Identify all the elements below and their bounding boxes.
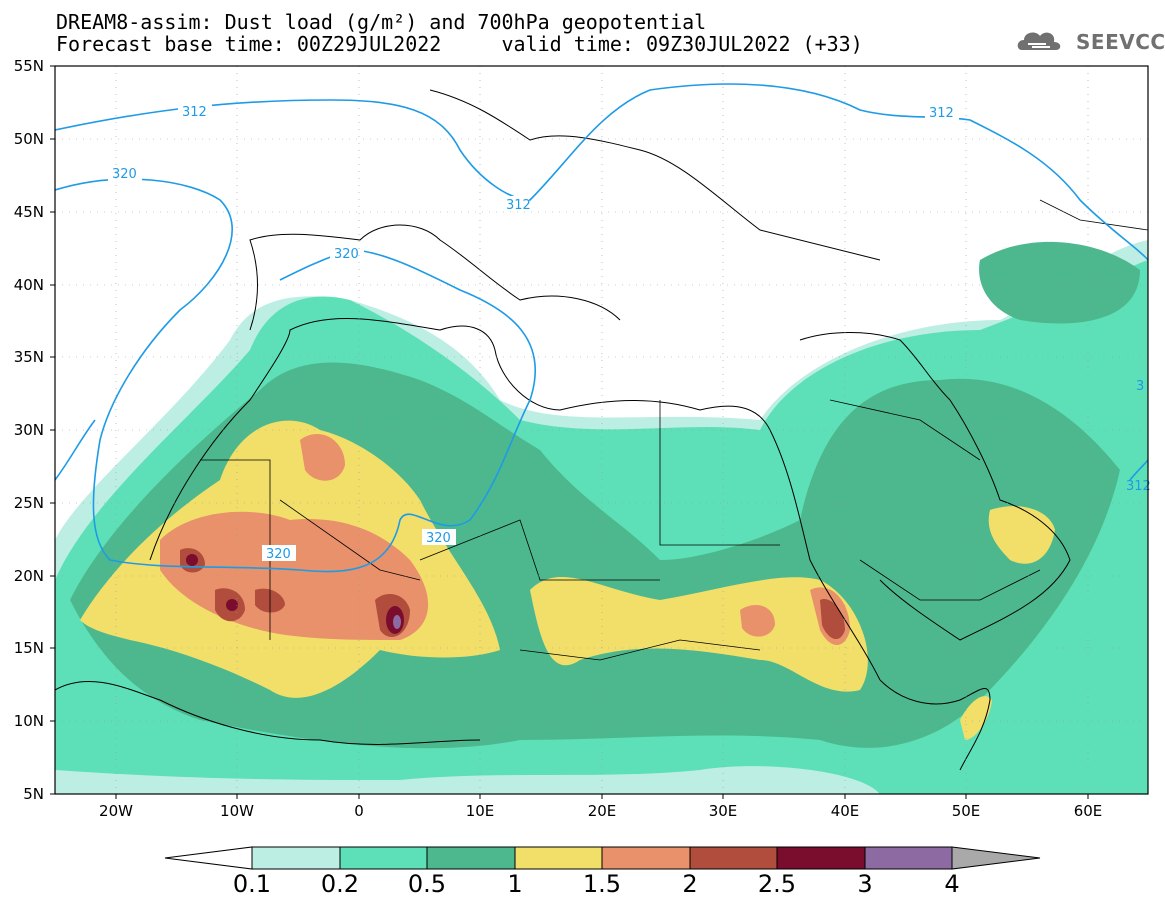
lon-label: 20E [587,802,617,820]
contour-label: 312 [506,198,531,213]
colorbar-bin [864,846,953,870]
country-borders [200,199,1148,661]
lat-label: 40N [13,276,44,294]
lon-label: 0 [354,802,364,820]
dust-1-band-east [530,577,868,692]
colorbar-label: 1 [507,870,523,898]
geopotential-contours [55,83,1148,573]
contour-label: 3 [1136,379,1144,394]
lon-label: 50E [951,802,981,820]
dust-1.5-east [740,605,775,637]
colorbar-bin [339,846,428,870]
lat-label: 45N [13,203,44,221]
colorbar-bin [689,846,778,870]
lat-label: 10N [13,712,44,730]
lon-label: 30E [708,802,738,820]
lat-label: 30N [13,421,44,439]
colorbar-label: 0.5 [407,870,447,898]
cloud-icon [1017,32,1061,50]
colorbar-bin [426,846,516,870]
dust-1.5-north [300,434,345,481]
dust-1-arabia [988,506,1055,564]
colorbar-lower-arrow [164,846,253,870]
map-title-line2: Forecast base time: 00Z29JUL2022 valid t… [56,32,863,56]
contour-label: 312 [182,105,207,120]
contour-label-group: 312 320 320 320 320 312 312 312 3 [108,103,1151,562]
colorbar-upper-arrow [951,846,1041,870]
lat-label: 55N [13,57,44,75]
coastlines [55,89,1071,771]
dust-2.5-spot [226,599,238,611]
lat-label: 50N [13,130,44,148]
lon-label: 10E [465,802,495,820]
graticule [55,66,1148,794]
dust-0.5-area-north [979,241,1140,324]
colorbar-label: 2.5 [757,870,797,898]
colorbar-bin [251,846,341,870]
colorbar-label: 0.1 [232,870,272,898]
contour-label: 312 [1126,479,1151,494]
colorbar-label: 0.2 [320,870,360,898]
colorbar-bin [601,846,691,870]
contour-label: 320 [266,547,291,562]
lat-label: 5N [23,785,44,803]
lat-label: 15N [13,639,44,657]
colorbar-bin [514,846,603,870]
colorbar-label: 1.5 [582,870,622,898]
dust-1-somalia [960,696,992,740]
colorbar-label: 2 [682,870,698,898]
contour-label: 320 [112,167,137,182]
map-title-line1: DREAM8-assim: Dust load (g/m²) and 700hP… [56,10,707,34]
colorbar-label: 4 [944,870,960,898]
lon-label: 40E [830,802,860,820]
lon-label: 10W [220,802,254,820]
axis-ticks [50,65,1089,799]
logo-text: SEEVCCC [1076,30,1165,54]
contour-label: 312 [929,106,954,121]
lat-label: 25N [13,494,44,512]
lon-label: 20W [99,802,133,820]
contour-label: 320 [426,531,451,546]
lat-label: 20N [13,567,44,585]
dust-2.5-spot [186,554,198,566]
dust-3-spot [393,615,401,629]
colorbar [164,846,1041,870]
lat-label: 35N [13,348,44,366]
colorbar-bin [776,846,866,870]
colorbar-label: 3 [857,870,873,898]
contour-label: 320 [334,247,359,262]
lon-label: 60E [1073,802,1103,820]
